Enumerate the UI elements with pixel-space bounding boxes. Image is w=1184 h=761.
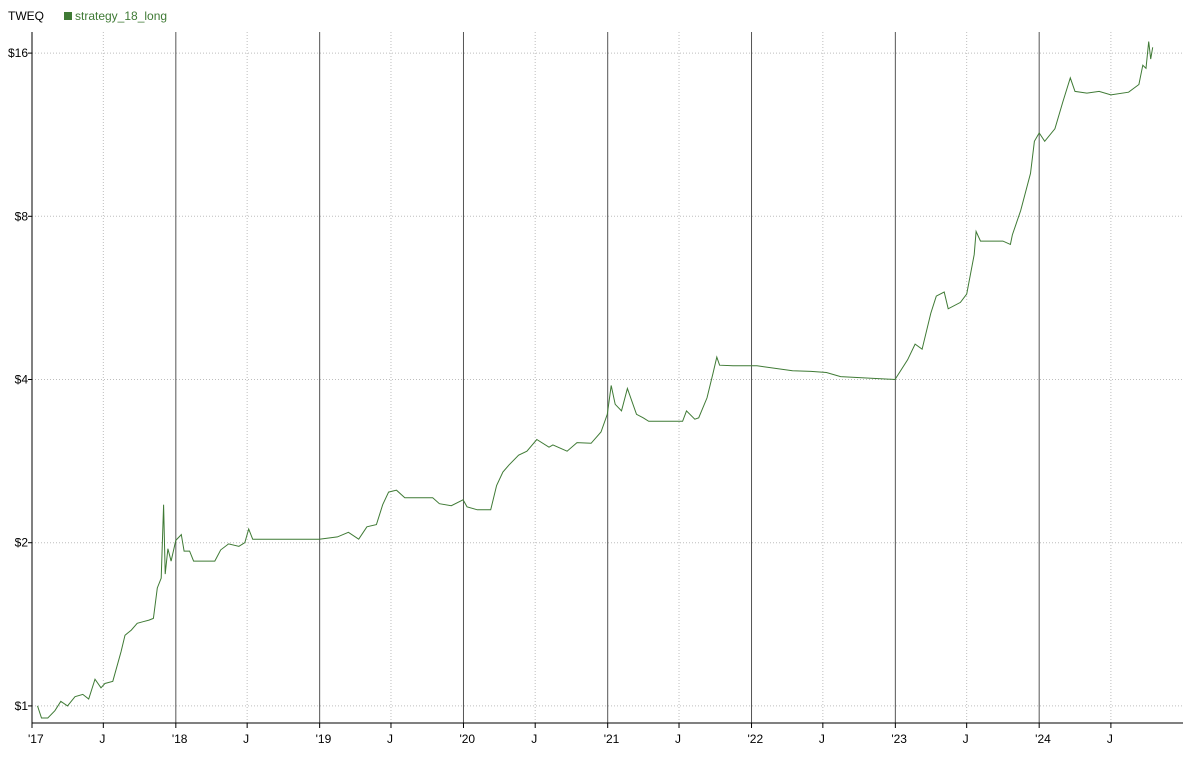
x-tick-label: '18 [172, 732, 188, 746]
x-tick-label: J [531, 732, 537, 746]
x-tick-label: '19 [316, 732, 332, 746]
y-tick-label: $16 [8, 46, 28, 60]
y-tick-label: $4 [15, 373, 29, 387]
ticker-label: TWEQ [8, 9, 44, 23]
x-tick-label: '24 [1035, 732, 1051, 746]
x-tick-label: '23 [891, 732, 907, 746]
chart-legend: TWEQ strategy_18_long [8, 8, 167, 24]
y-tick-label: $8 [15, 209, 29, 223]
legend-swatch [64, 12, 72, 20]
x-tick-label: '22 [748, 732, 764, 746]
x-tick-label: J [387, 732, 393, 746]
x-tick-label: '20 [459, 732, 475, 746]
x-axis-ticks: '17 J '18 J '19 J '20 J '21 J '22 J '23 J '24 J [28, 723, 1113, 746]
legend-series-name: strategy_18_long [75, 9, 168, 23]
x-tick-label: J [1107, 732, 1113, 746]
x-tick-label: J [819, 732, 825, 746]
chart-grid [31, 32, 1183, 723]
x-tick-label: '17 [28, 732, 44, 746]
x-tick-label: J [99, 732, 105, 746]
y-tick-label: $1 [15, 699, 29, 713]
x-tick-label: J [243, 732, 249, 746]
x-tick-label: J [675, 732, 681, 746]
y-tick-label: $2 [15, 536, 29, 550]
series-line-strategy [37, 41, 1154, 719]
x-tick-label: '21 [604, 732, 620, 746]
y-axis-ticks: $1 $2 $4 $8 $16 [8, 46, 32, 713]
x-tick-label: J [963, 732, 969, 746]
